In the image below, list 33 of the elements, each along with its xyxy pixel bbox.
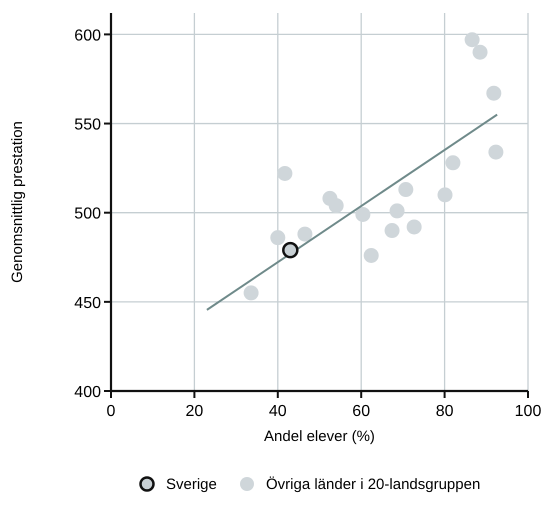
y-tick-label: 600 [74,27,102,44]
x-tick-label: 60 [352,403,370,420]
point [488,144,504,160]
point [244,285,259,300]
point [486,86,502,101]
x-tick-label: 100 [514,403,542,420]
x-tick-label: 0 [106,403,116,420]
point [384,223,400,238]
point [270,230,286,246]
point [398,182,414,198]
point [445,155,460,170]
point [406,219,422,234]
point [355,206,370,222]
x-tick-label: 80 [436,403,454,420]
y-axis-title: Genomsnittlig prestation [9,121,26,283]
legend-label: Övriga länder i 20-landsgruppen [266,476,480,493]
point [364,248,379,263]
x-tick-label: 20 [186,403,204,420]
point [328,198,344,214]
x-axis-title: Andel elever (%) [264,428,375,445]
y-tick-label: 550 [74,116,102,134]
point [464,32,480,48]
point [277,166,292,181]
y-tick-label: 400 [74,384,102,401]
x-tick-label: 40 [268,403,287,420]
point [472,44,488,60]
y-tick-label: 450 [74,294,102,312]
point [438,187,453,202]
point [297,226,312,242]
point [282,242,299,258]
y-tick-label: 500 [74,206,102,223]
point [390,203,405,218]
legend-label: Sverige [166,476,217,493]
